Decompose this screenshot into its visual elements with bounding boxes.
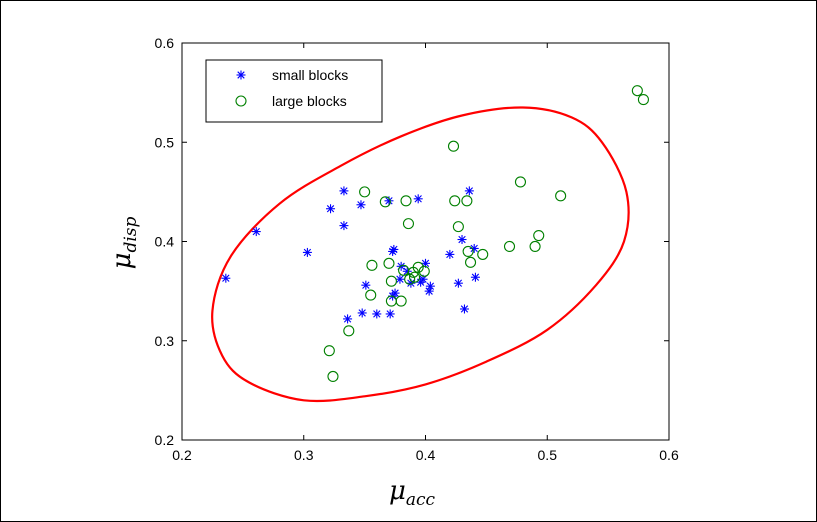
- x-axis-label-subscript: acc: [406, 490, 436, 510]
- legend-circle: [235, 95, 247, 107]
- small-block-point: [356, 200, 366, 210]
- small-block-point: [339, 186, 349, 196]
- large-block-point: [379, 196, 391, 208]
- large-block-point: [477, 248, 489, 260]
- small-block-point: [339, 221, 349, 231]
- y-axis-label: μdisp: [107, 216, 141, 269]
- legend: small blocks large blocks: [205, 59, 383, 123]
- small-block-point: [326, 204, 336, 214]
- small-block-point: [357, 308, 367, 318]
- small-block-point: [372, 309, 382, 319]
- small-block-point: [343, 314, 353, 324]
- small-block-point: [425, 281, 435, 291]
- large-block-point: [404, 273, 416, 285]
- large-block-point: [631, 85, 643, 97]
- small-block-point: [395, 274, 405, 284]
- large-block-point: [637, 94, 649, 106]
- small-block-point: [361, 280, 371, 290]
- x-axis-label: μacc: [389, 476, 436, 510]
- large-block-point: [359, 186, 371, 198]
- large-block-point: [365, 289, 377, 301]
- legend-label-small-blocks: small blocks: [272, 67, 348, 83]
- large-block-point: [395, 295, 407, 307]
- small-block-point: [390, 288, 400, 298]
- small-block-point: [251, 227, 261, 237]
- x-tick-label: 0.2: [172, 447, 192, 463]
- large-block-point: [383, 257, 395, 269]
- large-block-point: [462, 245, 474, 257]
- small-block-point: [384, 196, 394, 206]
- y-tick-label: 0.2: [155, 432, 175, 448]
- legend-marker-large-blocks: [235, 95, 247, 107]
- y-tick-label: 0.5: [155, 134, 175, 150]
- small-block-point: [389, 244, 399, 254]
- y-axis-label-subscript: disp: [121, 216, 141, 252]
- large-block-point: [412, 261, 424, 273]
- x-tick-label: 0.4: [416, 447, 436, 463]
- large-block-point: [452, 221, 464, 233]
- large-block-point: [400, 195, 412, 207]
- small-block-point: [385, 309, 395, 319]
- large-block-point: [402, 218, 415, 230]
- large-block-point: [447, 140, 460, 152]
- large-block-point: [555, 190, 567, 202]
- small-block-point: [302, 247, 312, 257]
- y-axis-label-symbol: μ: [107, 253, 137, 270]
- large-block-point: [533, 229, 545, 242]
- large-block-point: [385, 275, 397, 287]
- large-block-point: [408, 271, 421, 283]
- large-block-point: [327, 370, 339, 383]
- small-block-point: [453, 278, 463, 288]
- legend-box: [205, 59, 383, 123]
- small-block-point: [470, 272, 480, 282]
- small-block-point: [445, 249, 455, 259]
- confidence-ellipse: [211, 106, 630, 403]
- y-tick-label: 0.4: [155, 234, 175, 250]
- large-block-point: [461, 195, 473, 207]
- large-block-point: [514, 176, 527, 188]
- y-tick-label: 0.3: [155, 333, 175, 349]
- large-block-point: [418, 265, 430, 277]
- small-block-point: [464, 186, 474, 196]
- large-block-point: [449, 195, 461, 207]
- small-block-point: [221, 273, 231, 283]
- x-axis-label-symbol: μ: [389, 476, 406, 506]
- y-tick-label: 0.6: [155, 35, 175, 51]
- small-block-point: [459, 304, 469, 314]
- x-tick-label: 0.6: [659, 447, 679, 463]
- axis-ticks: 0.2 0.3 0.4 0.5 0.6 0.2 0.3 0.4 0.5 0.6: [155, 35, 679, 463]
- large-block-point: [323, 345, 335, 357]
- legend-label-large-blocks: large blocks: [272, 93, 347, 109]
- legend-asterisk: [236, 70, 246, 80]
- x-tick-label: 0.5: [538, 447, 558, 463]
- legend-marker-small-blocks: [236, 70, 246, 80]
- large-block-point: [529, 240, 541, 253]
- small-block-point: [469, 243, 479, 253]
- data-markers: [221, 85, 649, 383]
- large-block-point: [503, 240, 516, 253]
- x-tick-label: 0.3: [294, 447, 314, 463]
- small-block-point: [413, 194, 423, 204]
- small-block-point: [457, 235, 467, 245]
- large-block-point: [366, 259, 378, 271]
- large-block-point: [343, 325, 355, 337]
- large-block-point: [464, 256, 477, 268]
